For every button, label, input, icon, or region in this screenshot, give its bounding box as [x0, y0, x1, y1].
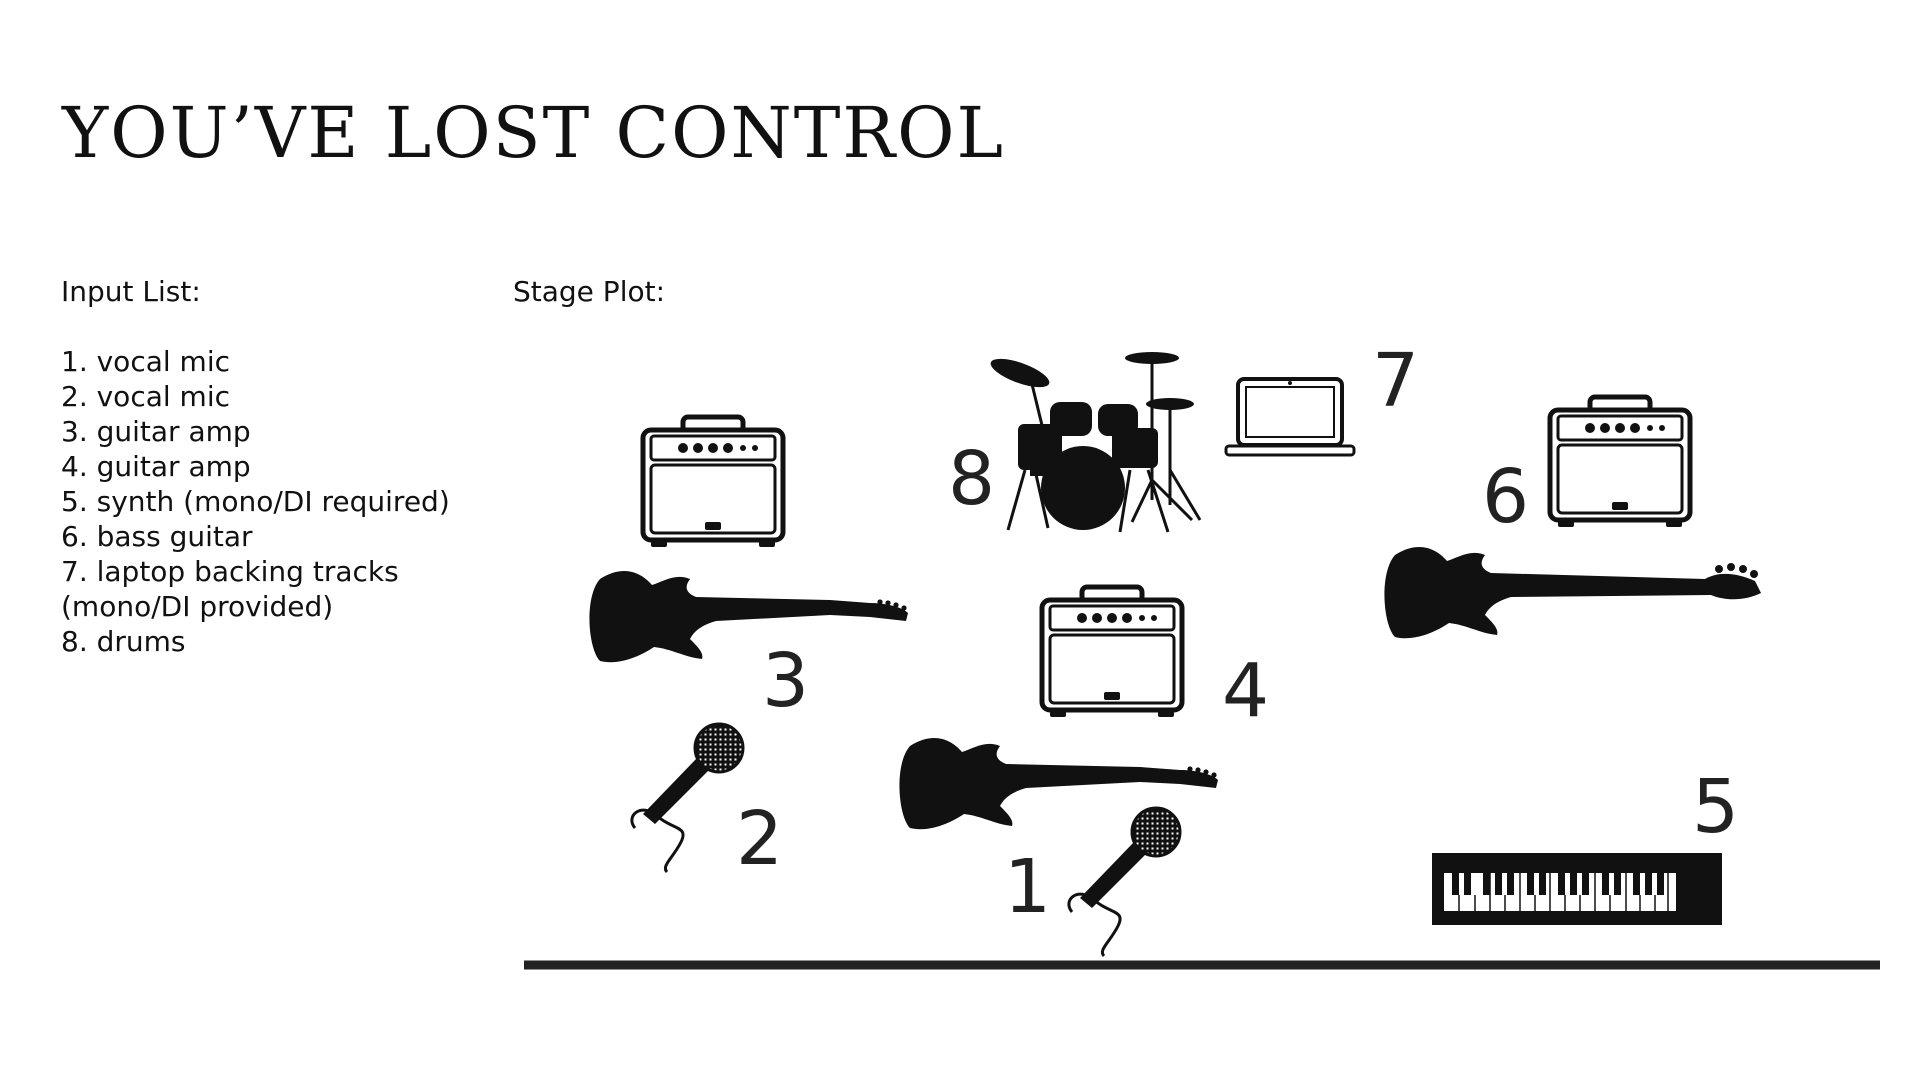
stage-number-2: 2 [736, 796, 783, 882]
guitar-amp-icon [643, 417, 783, 547]
input-list-item: 7. laptop backing tracks [61, 555, 399, 588]
drum-kit-icon [990, 352, 1202, 533]
input-list: 1. vocal mic 2. vocal mic 3. guitar amp … [61, 344, 450, 659]
input-list-item: 2. vocal mic [61, 380, 230, 413]
input-list-item: 8. drums [61, 625, 186, 658]
page-title: YOU’VE LOST CONTROL [62, 92, 1005, 174]
laptop-icon [1224, 377, 1356, 457]
input-list-item: 4. guitar amp [61, 450, 251, 483]
keyboard-icon [1432, 853, 1722, 925]
stage-number-7: 7 [1372, 338, 1419, 424]
stage-number-3: 3 [762, 638, 809, 724]
input-list-item: (mono/DI provided) [61, 590, 334, 623]
input-list-item: 1. vocal mic [61, 345, 230, 378]
stage-number-6: 6 [1482, 454, 1529, 540]
stage-number-8: 8 [948, 436, 995, 522]
input-list-item: 3. guitar amp [61, 415, 251, 448]
input-list-item: 5. synth (mono/DI required) [61, 485, 450, 518]
stage-number-4: 4 [1222, 648, 1269, 734]
stage-number-1: 1 [1004, 844, 1051, 930]
input-list-label: Input List: [61, 275, 201, 308]
stage-plot-label: Stage Plot: [513, 275, 666, 308]
microphone-icon [630, 722, 745, 874]
microphone-icon [1067, 806, 1182, 958]
electric-guitar-icon [589, 571, 908, 663]
bass-guitar-icon [1384, 547, 1761, 639]
guitar-amp-icon [1550, 397, 1690, 527]
stage-number-5: 5 [1692, 764, 1739, 850]
input-list-item: 6. bass guitar [61, 520, 253, 553]
guitar-amp-icon [1042, 587, 1182, 717]
